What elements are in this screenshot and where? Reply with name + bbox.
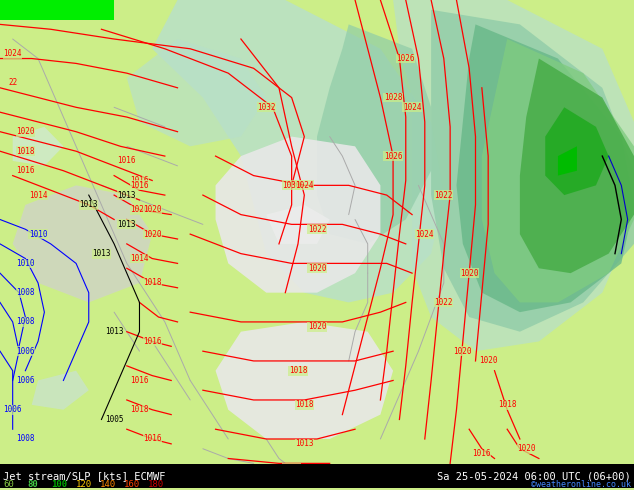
Text: 22: 22: [8, 78, 17, 87]
Polygon shape: [32, 371, 89, 410]
Text: 1013: 1013: [92, 249, 111, 258]
Text: 1022: 1022: [434, 298, 453, 307]
Text: 1018: 1018: [130, 405, 149, 414]
Text: 1006: 1006: [3, 405, 22, 414]
Polygon shape: [216, 137, 380, 293]
Text: 1016: 1016: [143, 435, 162, 443]
Polygon shape: [431, 10, 634, 332]
Text: 1016: 1016: [130, 176, 149, 185]
Polygon shape: [456, 24, 634, 312]
Text: 1018: 1018: [143, 278, 162, 288]
Polygon shape: [127, 39, 266, 147]
Text: 1005: 1005: [105, 415, 124, 424]
Text: 1020: 1020: [460, 269, 479, 278]
Text: 1024: 1024: [295, 181, 314, 190]
Text: 1006: 1006: [16, 376, 35, 385]
Text: 1022: 1022: [307, 225, 327, 234]
Text: 1014: 1014: [130, 254, 149, 263]
Text: 1020: 1020: [130, 205, 149, 214]
Polygon shape: [13, 185, 152, 302]
Text: 1030: 1030: [282, 181, 301, 190]
Text: 1020: 1020: [517, 444, 536, 453]
Text: 100: 100: [51, 480, 67, 490]
Polygon shape: [520, 58, 634, 273]
Text: 1020: 1020: [307, 264, 327, 273]
Text: 1020: 1020: [143, 205, 162, 214]
Text: 1018: 1018: [16, 147, 35, 156]
Text: 1024: 1024: [3, 49, 22, 58]
Text: 1026: 1026: [396, 54, 415, 63]
Text: 1028: 1028: [384, 93, 403, 102]
Text: 120: 120: [75, 480, 91, 490]
Text: 1020: 1020: [307, 322, 327, 331]
Text: 1010: 1010: [16, 259, 35, 268]
Text: 1024: 1024: [403, 103, 422, 112]
Text: 1013: 1013: [79, 200, 98, 209]
Text: 1022: 1022: [434, 191, 453, 199]
Text: 1008: 1008: [16, 435, 35, 443]
Text: 1016: 1016: [472, 449, 491, 458]
Text: 160: 160: [124, 480, 139, 490]
Bar: [0, 0, 114, 20]
Text: Sa 25-05-2024 06:00 UTC (06+00): Sa 25-05-2024 06:00 UTC (06+00): [437, 471, 631, 481]
Text: 60: 60: [3, 480, 14, 490]
Text: 1013: 1013: [117, 220, 136, 229]
Text: 1018: 1018: [295, 400, 314, 409]
Text: 1016: 1016: [130, 181, 149, 190]
Text: 1018: 1018: [498, 400, 517, 409]
Polygon shape: [393, 0, 634, 351]
Text: 1013: 1013: [282, 464, 301, 473]
Polygon shape: [482, 39, 634, 302]
Text: 1020: 1020: [143, 230, 162, 239]
Polygon shape: [13, 127, 63, 166]
Text: 1014: 1014: [29, 191, 48, 199]
Text: 1013: 1013: [105, 327, 124, 336]
Text: Jet stream/SLP [kts] ECMWF: Jet stream/SLP [kts] ECMWF: [3, 471, 165, 481]
Text: 1026: 1026: [384, 151, 403, 161]
Text: 1032: 1032: [257, 103, 276, 112]
Text: 1020: 1020: [16, 127, 35, 136]
Text: 1016: 1016: [16, 166, 35, 175]
Text: 180: 180: [148, 480, 164, 490]
Text: 1010: 1010: [29, 230, 48, 239]
Bar: [0, 465, 634, 488]
Text: 1016: 1016: [117, 156, 136, 166]
Text: 1008: 1008: [16, 288, 35, 297]
Text: 1020: 1020: [453, 347, 472, 356]
Text: 1016: 1016: [130, 376, 149, 385]
Polygon shape: [558, 147, 577, 175]
Polygon shape: [152, 0, 444, 302]
Text: 1024: 1024: [415, 230, 434, 239]
Text: 1018: 1018: [288, 366, 307, 375]
Text: 1006: 1006: [16, 347, 35, 356]
Text: 1008: 1008: [16, 318, 35, 326]
Text: 1013: 1013: [117, 191, 136, 199]
Text: 1013: 1013: [295, 440, 314, 448]
Polygon shape: [266, 205, 330, 244]
Polygon shape: [216, 322, 393, 439]
Polygon shape: [317, 24, 431, 244]
Text: ©weatheronline.co.uk: ©weatheronline.co.uk: [531, 480, 631, 490]
Text: 80: 80: [27, 480, 38, 490]
Polygon shape: [545, 107, 609, 195]
Text: 1020: 1020: [479, 356, 498, 366]
Text: 140: 140: [100, 480, 115, 490]
Text: 1016: 1016: [143, 337, 162, 346]
